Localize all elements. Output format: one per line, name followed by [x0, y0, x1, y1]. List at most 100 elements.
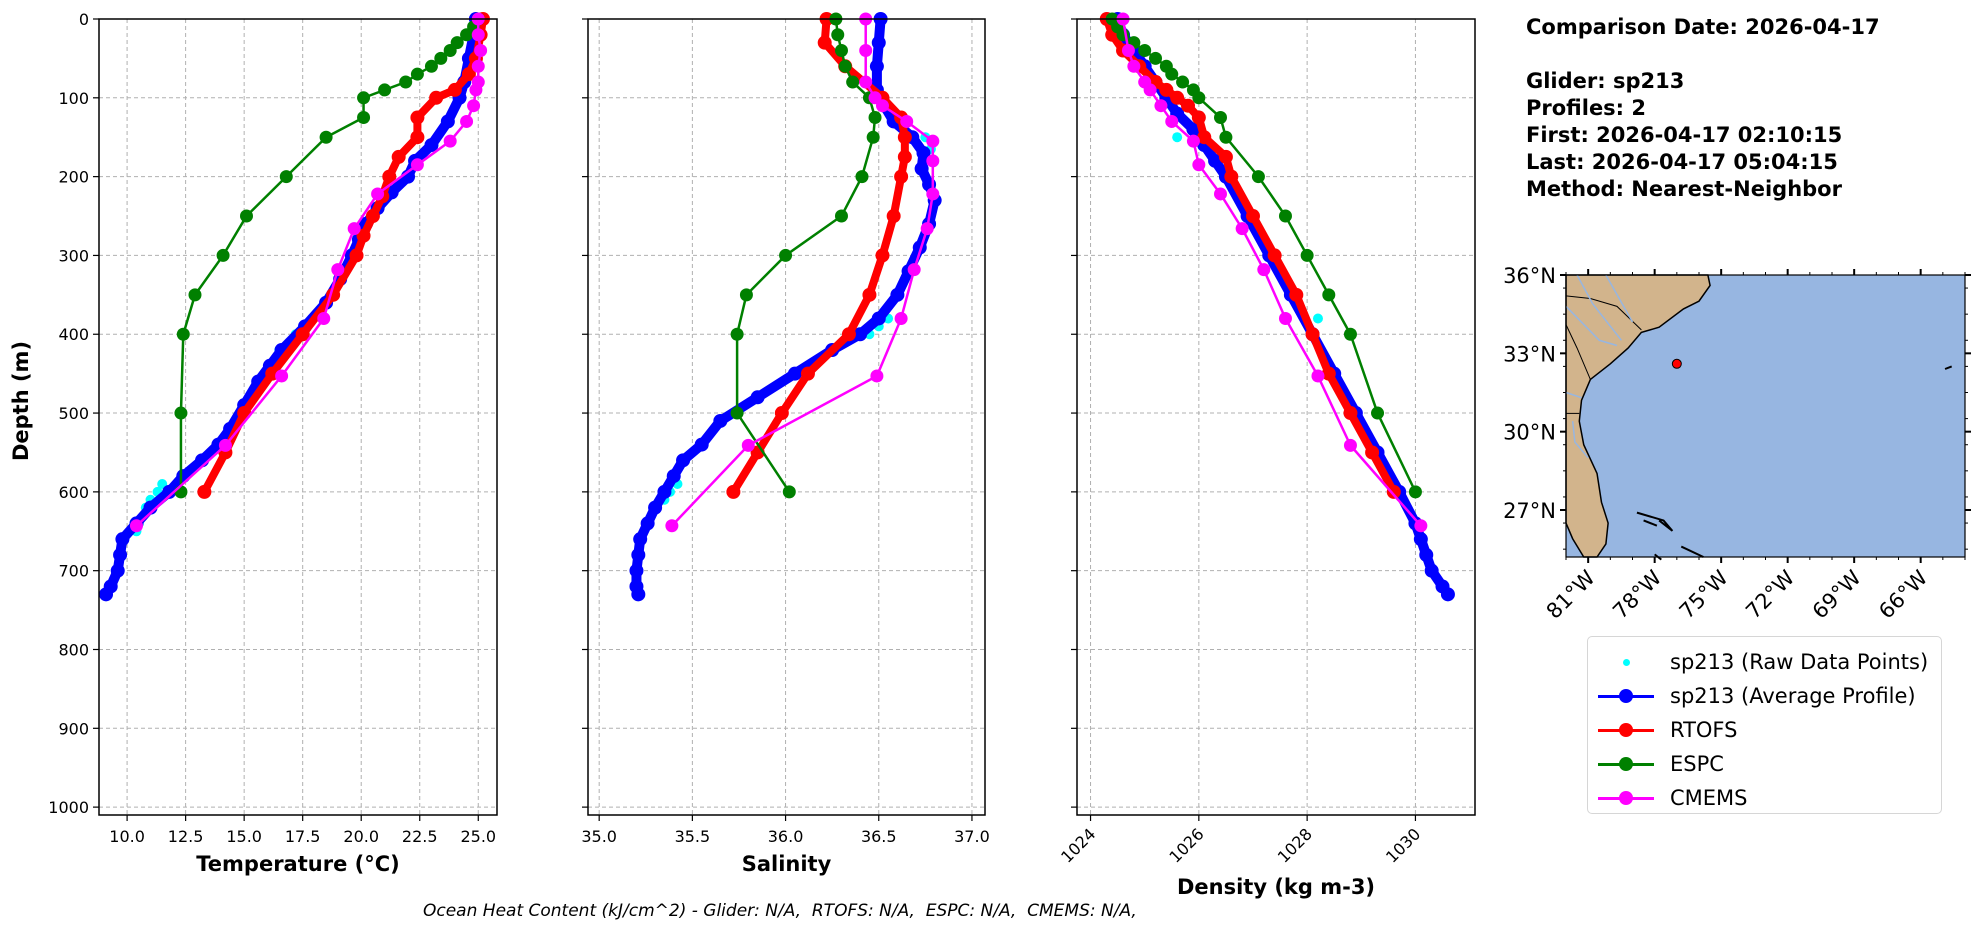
data-point-cmems — [469, 83, 483, 97]
data-point-cmems — [474, 44, 488, 58]
data-point-rtofs — [1305, 327, 1320, 342]
lon-tick-label: 81°W — [1542, 565, 1600, 623]
data-point-rtofs — [382, 169, 397, 184]
glider-name: Glider: sp213 — [1526, 69, 1685, 93]
data-point-espc — [1192, 91, 1206, 105]
data-point-espc — [866, 130, 880, 144]
data-point-glider — [1413, 532, 1428, 547]
data-point-espc — [1371, 406, 1385, 420]
y-tick-label: 0 — [79, 10, 89, 29]
data-point-cmems — [1143, 83, 1157, 97]
data-point-espc — [782, 485, 796, 499]
data-point-espc — [838, 59, 852, 73]
data-point-cmems — [467, 99, 481, 113]
data-point-cmems — [1192, 158, 1206, 172]
data-point-glider — [176, 469, 191, 484]
data-point-glider — [113, 547, 128, 562]
data-point-rtofs — [1267, 248, 1282, 263]
x-tick-label: 25.0 — [460, 827, 496, 846]
legend-label: RTOFS — [1670, 718, 1738, 742]
legend-cmems-marker — [1596, 788, 1656, 808]
lon-tick-label: 69°W — [1808, 565, 1866, 623]
legend-glider-marker — [1596, 686, 1656, 706]
x-axis-label: Temperature (°C) — [196, 852, 399, 876]
legend-raw-marker — [1596, 652, 1656, 672]
comparison-date: Comparison Date: 2026-04-17 — [1526, 15, 1880, 39]
data-point-espc — [730, 406, 744, 420]
legend-label: sp213 (Average Profile) — [1670, 684, 1916, 708]
data-point-cmems — [460, 114, 474, 128]
data-point-espc — [1251, 170, 1265, 184]
data-point-rtofs — [410, 130, 425, 145]
data-point-espc — [1149, 51, 1163, 65]
data-point-rtofs — [461, 67, 476, 82]
data-point-rtofs — [391, 149, 406, 164]
x-tick-label: 37.0 — [954, 827, 990, 846]
x-tick-label: 17.5 — [285, 827, 321, 846]
data-point-cmems — [1121, 44, 1135, 58]
lat-tick-label: 30°N — [1503, 421, 1556, 445]
map-panel: 36°N 33°N 30°N 27°N 81°W 78°W 75°W 72°W 69°W 66°W — [1503, 264, 1971, 624]
data-point-espc — [1322, 288, 1336, 302]
salinity-panel: 35.0 35.5 36.0 36.5 37.0 Salinity — [581, 12, 990, 876]
data-point-cmems — [218, 438, 232, 452]
data-point-espc — [855, 170, 869, 184]
legend: sp213 (Raw Data Points) sp213 (Average P… — [1587, 636, 1942, 814]
data-point-rtofs — [1197, 130, 1212, 145]
data-point-glider — [115, 532, 130, 547]
data-point-espc — [357, 111, 371, 125]
data-point-espc — [279, 170, 293, 184]
series-line-cmems — [670, 17, 935, 528]
data-point-glider — [694, 437, 709, 452]
y-axis-label: Depth (m) — [9, 341, 33, 461]
lon-tick-label: 66°W — [1874, 565, 1932, 623]
x-tick-label: 1026 — [1165, 824, 1207, 866]
lon-tick-label: 72°W — [1741, 565, 1799, 623]
data-point-cmems — [926, 187, 940, 201]
data-point-espc — [1176, 75, 1190, 89]
data-point-glider — [853, 327, 868, 342]
lon-tick-label: 78°W — [1608, 565, 1666, 623]
data-point-raw — [157, 478, 168, 489]
data-point-espc — [410, 67, 424, 81]
data-point-cmems — [1278, 311, 1292, 325]
data-point-rtofs — [1289, 287, 1304, 302]
lon-tick-label: 75°W — [1675, 565, 1733, 623]
data-point-rtofs — [365, 209, 380, 224]
data-point-rtofs — [349, 248, 364, 263]
river — [1565, 391, 1582, 399]
river — [1571, 421, 1589, 459]
data-point-rtofs — [897, 130, 912, 145]
y-tick-label: 100 — [58, 89, 89, 108]
lat-tick-label: 27°N — [1503, 499, 1556, 523]
x-tick-label: 22.5 — [402, 827, 438, 846]
data-point-rtofs — [897, 149, 912, 164]
data-point-espc — [1213, 111, 1227, 125]
glider-location-marker — [1671, 358, 1682, 369]
data-point-espc — [1278, 209, 1292, 223]
x-tick-label: 36.5 — [861, 827, 897, 846]
data-point-glider — [1186, 122, 1201, 137]
data-point-rtofs — [774, 406, 789, 421]
data-point-glider — [631, 547, 646, 562]
river — [1605, 274, 1634, 323]
y-tick-label: 700 — [58, 562, 89, 581]
legend-label: ESPC — [1670, 752, 1724, 776]
legend-item-glider: sp213 (Average Profile) — [1588, 679, 1941, 713]
data-point-glider — [110, 563, 125, 578]
x-tick-label: 1024 — [1057, 824, 1099, 866]
data-point-cmems — [347, 222, 361, 236]
data-point-espc — [188, 288, 202, 302]
legend-item-raw: sp213 (Raw Data Points) — [1588, 645, 1941, 679]
x-axis-label: Salinity — [742, 852, 832, 876]
data-point-rtofs — [1224, 169, 1239, 184]
data-point-glider — [633, 532, 648, 547]
data-point-glider — [750, 390, 765, 405]
data-point-rtofs — [1218, 149, 1233, 164]
data-point-cmems — [443, 134, 457, 148]
series-rtofs — [1099, 12, 1401, 499]
data-point-cmems — [1127, 59, 1141, 73]
data-point-espc — [460, 28, 474, 42]
data-point-cmems — [317, 311, 331, 325]
legend-espc-marker — [1596, 754, 1656, 774]
